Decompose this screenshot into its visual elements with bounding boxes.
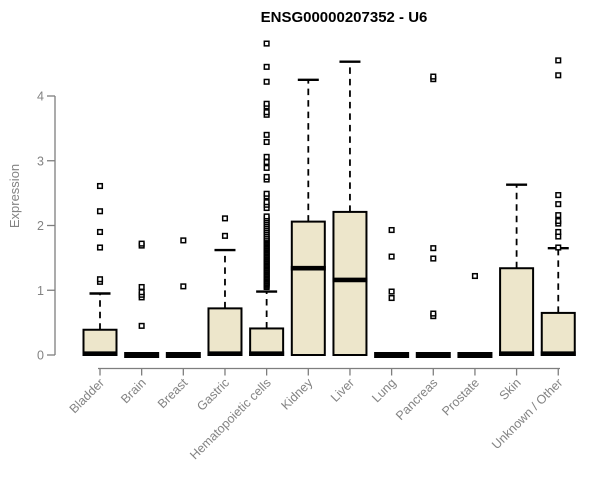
outlier-point (180, 283, 187, 290)
outlier-point (263, 173, 270, 180)
box-rect (249, 327, 285, 357)
x-tick-label-hematopoietic-cells: Hematopoietic cells (187, 376, 274, 463)
outlier-point (138, 283, 145, 291)
x-tick-label-liver: Liver (328, 376, 357, 405)
outlier-point (221, 215, 229, 222)
outlier-point (138, 322, 145, 329)
outlier-point (388, 288, 395, 295)
outlier-point (96, 182, 104, 190)
outlier-point (96, 228, 104, 236)
box-hematopoietic-cells (249, 40, 285, 357)
outlier-point (555, 244, 562, 251)
chart-title: ENSG00000207352 - U6 (261, 9, 428, 26)
outlier-point (263, 190, 270, 197)
outlier-point (555, 217, 562, 225)
box-kidney (290, 78, 326, 356)
box-liver (332, 60, 368, 356)
outlier-point (263, 158, 270, 166)
flat-box (374, 352, 410, 358)
x-tick-label-brain: Brain (118, 376, 149, 407)
x-tick-label-kidney: Kidney (278, 375, 315, 412)
outlier-point (471, 272, 478, 280)
y-axis-label: Expression (7, 164, 22, 228)
x-tick-label-pancreas: Pancreas (393, 376, 440, 423)
outlier-point (388, 294, 395, 302)
outlier-point (555, 72, 562, 79)
x-tick-label-gastric: Gastric (194, 376, 232, 414)
outlier-point (263, 63, 270, 70)
outlier-point (263, 109, 270, 116)
x-tick-label-breast: Breast (155, 375, 191, 411)
box-lung (374, 226, 410, 358)
y-tick-label: 3 (37, 154, 44, 168)
outlier-point (263, 199, 270, 206)
outlier-point (555, 228, 562, 236)
x-tick-label-unknown-other: Unknown / Other (489, 376, 565, 452)
box-skin (499, 183, 535, 357)
box-bladder (82, 182, 118, 357)
outlier-point (430, 255, 437, 262)
box-breast (165, 237, 201, 358)
box-rect (82, 328, 118, 356)
y-tick-label: 0 (37, 349, 44, 363)
outlier-point (388, 253, 395, 260)
outlier-point (388, 226, 395, 234)
outlier-point (180, 237, 187, 244)
outlier-point (555, 192, 562, 199)
x-tick-label-prostate: Prostate (439, 376, 482, 419)
outlier-point (96, 276, 104, 283)
outlier-point (138, 289, 145, 296)
flat-box (415, 352, 451, 358)
outlier-point (138, 240, 145, 247)
outlier-point (263, 40, 270, 47)
box-rect (207, 307, 243, 357)
outlier-point (555, 57, 562, 64)
flat-box (457, 352, 493, 358)
y-tick-label: 1 (37, 284, 44, 298)
outlier-point (263, 131, 270, 138)
box-rect (499, 267, 535, 356)
flat-box (165, 352, 201, 358)
box-rect (290, 220, 326, 356)
outlier-point (430, 310, 437, 317)
outlier-point (555, 212, 562, 219)
box-pancreas (415, 73, 451, 358)
outlier-point (555, 201, 562, 208)
outlier-point (263, 213, 270, 220)
outlier-point (96, 244, 104, 251)
box-gastric (207, 215, 243, 357)
outlier-point (263, 153, 270, 160)
box-brain (124, 240, 160, 358)
outlier-point (263, 164, 270, 171)
box-prostate (457, 272, 493, 358)
x-tick-label-bladder: Bladder (67, 376, 107, 416)
flat-box (124, 352, 160, 358)
box-rect (332, 210, 368, 356)
box-rect (540, 311, 576, 357)
outlier-point (263, 100, 270, 107)
box-unknown-other (540, 57, 576, 357)
outlier-point (96, 208, 104, 215)
outlier-point (430, 73, 437, 80)
boxes (82, 40, 576, 358)
outlier-point (263, 138, 270, 146)
outlier-point (430, 245, 437, 252)
outlier-point (263, 78, 270, 85)
x-tick-label-skin: Skin (497, 376, 524, 403)
outlier-point (221, 232, 229, 239)
y-tick-label: 4 (37, 90, 44, 104)
x-tick-label-lung: Lung (369, 376, 399, 406)
y-tick-label: 2 (37, 219, 44, 233)
